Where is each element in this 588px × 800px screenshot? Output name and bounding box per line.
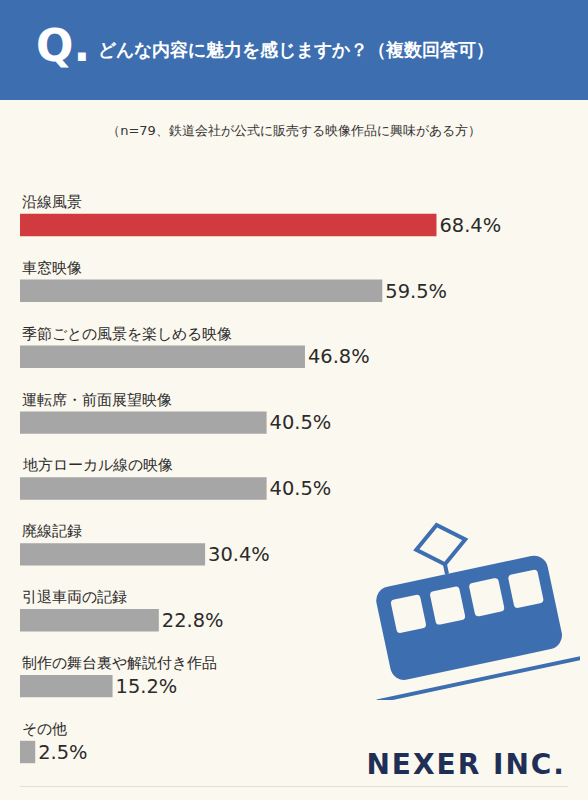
svg-text:その他: その他 <box>22 720 67 738</box>
svg-text:2.5%: 2.5% <box>38 741 87 764</box>
svg-text:40.5%: 40.5% <box>270 477 332 500</box>
svg-text:40.5%: 40.5% <box>270 411 332 434</box>
svg-text:30.4%: 30.4% <box>208 543 270 566</box>
svg-text:沿線風景: 沿線風景 <box>22 193 82 211</box>
svg-text:運転席・前面展望映像: 運転席・前面展望映像 <box>22 391 172 409</box>
html-text:NEXER INC.: NEXER INC. <box>366 748 566 781</box>
svg-text:68.4%: 68.4% <box>439 214 501 237</box>
svg-text:廃線記録: 廃線記録 <box>22 522 82 540</box>
svg-text:22.8%: 22.8% <box>162 609 224 632</box>
svg-text:46.8%: 46.8% <box>308 345 370 368</box>
svg-text:車窓映像: 車窓映像 <box>22 259 82 277</box>
svg-text:季節ごとの風景を楽しめる映像: 季節ごとの風景を楽しめる映像 <box>22 325 232 343</box>
svg-text:引退車両の記録: 引退車両の記録 <box>22 588 127 606</box>
html-text:（n=79、鉄道会社が公式に販売する映像作品に興味がある方）: （n=79、鉄道会社が公式に販売する映像作品に興味がある方） <box>107 123 481 138</box>
svg-text:地方ローカル線の映像: 地方ローカル線の映像 <box>22 456 173 474</box>
svg-text:制作の舞台裏や解説付き作品: 制作の舞台裏や解説付き作品 <box>22 654 217 672</box>
html-text:どんな内容に魅力を感じますか？（複数回答可）: どんな内容に魅力を感じますか？（複数回答可） <box>98 39 494 60</box>
svg-text:59.5%: 59.5% <box>385 280 447 303</box>
svg-text:15.2%: 15.2% <box>116 675 178 698</box>
html-text:Q.: Q. <box>36 20 91 71</box>
